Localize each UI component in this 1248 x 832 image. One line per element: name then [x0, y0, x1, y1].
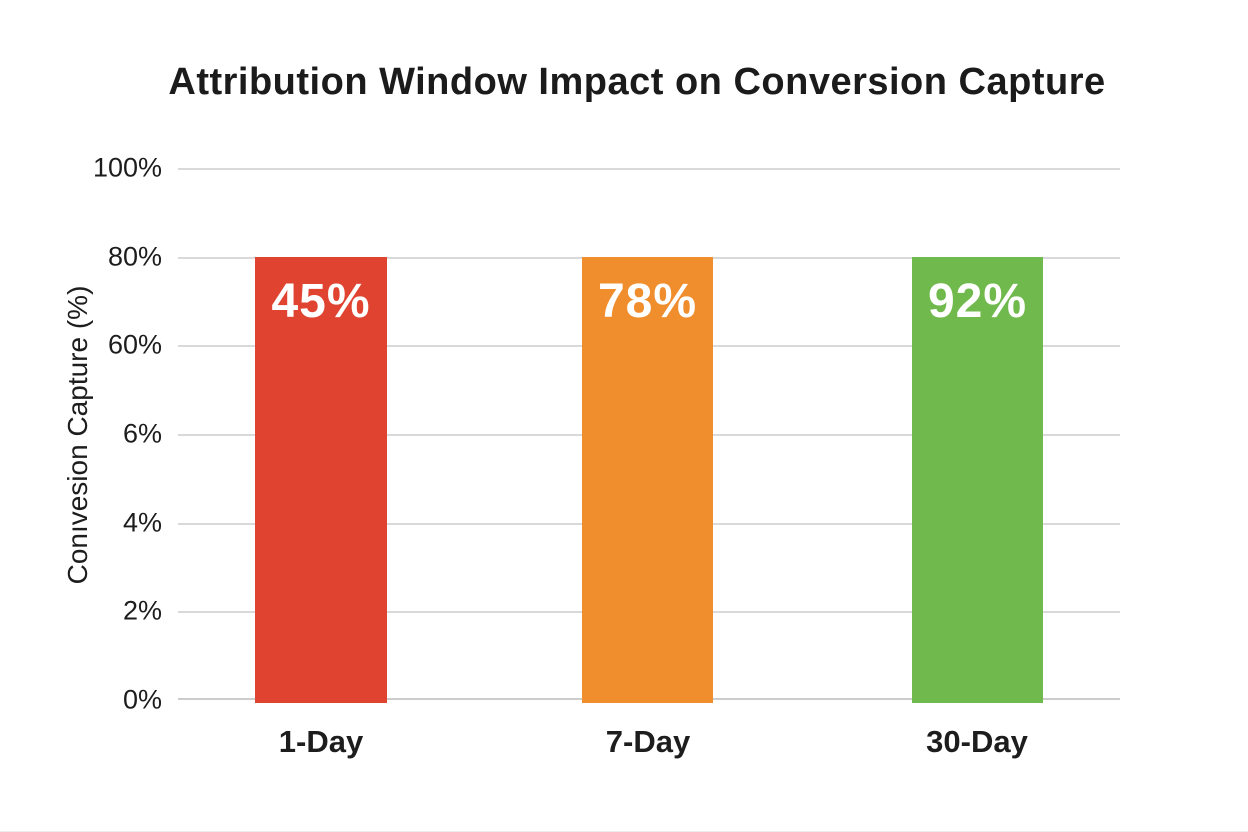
bar-1-day: 45%	[255, 257, 387, 703]
bar-value-label: 45%	[271, 275, 371, 328]
y-tick-label: 80%	[107, 241, 162, 272]
bar-value-label: 92%	[927, 275, 1028, 328]
bar-7-day: 78%	[582, 257, 713, 703]
y-tick-label: 60%	[107, 329, 162, 360]
y-tick-label: 0%	[122, 684, 162, 715]
y-tick-label: 4%	[122, 507, 162, 538]
bar-value-label: 78%	[597, 275, 698, 328]
chart-title: Attribution Window Impact on Conversion …	[168, 61, 1106, 103]
y-tick-label: 6%	[122, 418, 162, 449]
gridline-100	[178, 168, 1120, 170]
x-tick-label-30-day: 30-Day	[926, 724, 1028, 759]
y-tick-label: 2%	[122, 595, 162, 626]
x-tick-label-7-day: 7-Day	[605, 724, 691, 759]
bar-30-day: 92%	[912, 257, 1043, 703]
x-tick-label-1-day: 1-Day	[278, 724, 364, 759]
y-tick-label: 100%	[92, 152, 162, 183]
